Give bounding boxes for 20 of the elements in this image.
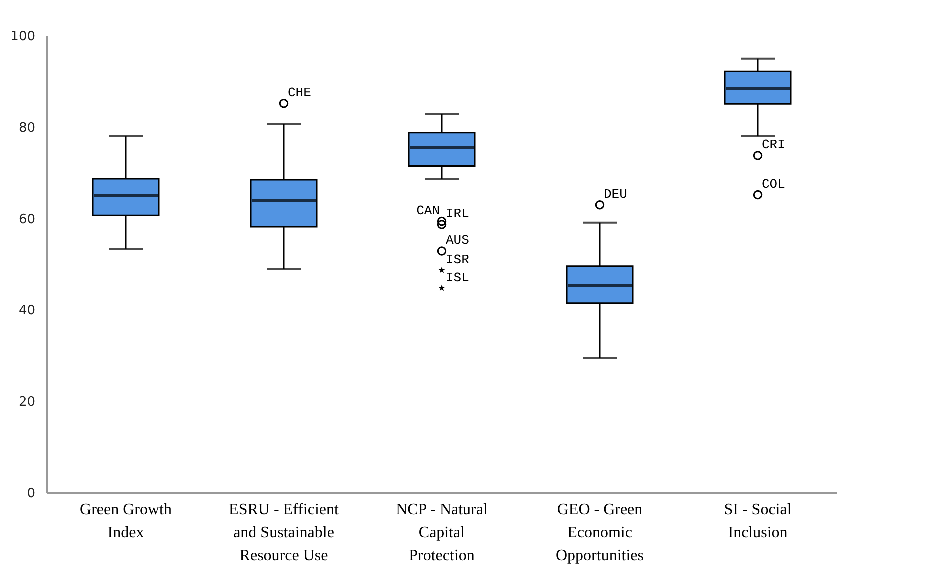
x-tick-label: Green Growth Index xyxy=(80,502,172,542)
y-tick-label: 40 xyxy=(18,304,36,319)
y-tick-label: 100 xyxy=(10,30,36,44)
y-tick-label: 60 xyxy=(18,212,36,228)
y-tick-label: 80 xyxy=(18,120,36,136)
data-label: CAN xyxy=(416,204,440,219)
data-label: CRI xyxy=(762,138,786,153)
data-label: DEU xyxy=(604,187,628,202)
x-tick-label: GEO - Green Economic Opportunities xyxy=(556,502,644,564)
y-tick-label: 0 xyxy=(27,486,36,502)
data-label: IRL xyxy=(446,206,470,222)
y-tick-label: 20 xyxy=(18,395,36,410)
data-label: ISR xyxy=(446,252,470,268)
x-tick-label: ESRU - Efficient and Sustainable Resource Use xyxy=(229,502,340,564)
x-tick-label: NCP - Natural Capital Protection xyxy=(396,502,488,564)
data-label: ISL xyxy=(446,270,470,286)
data-label: CHE xyxy=(288,86,312,101)
x-tick-label: SI - Social Inclusion xyxy=(724,502,792,542)
data-label: COL xyxy=(762,177,786,192)
data-label: AUS xyxy=(446,233,470,248)
